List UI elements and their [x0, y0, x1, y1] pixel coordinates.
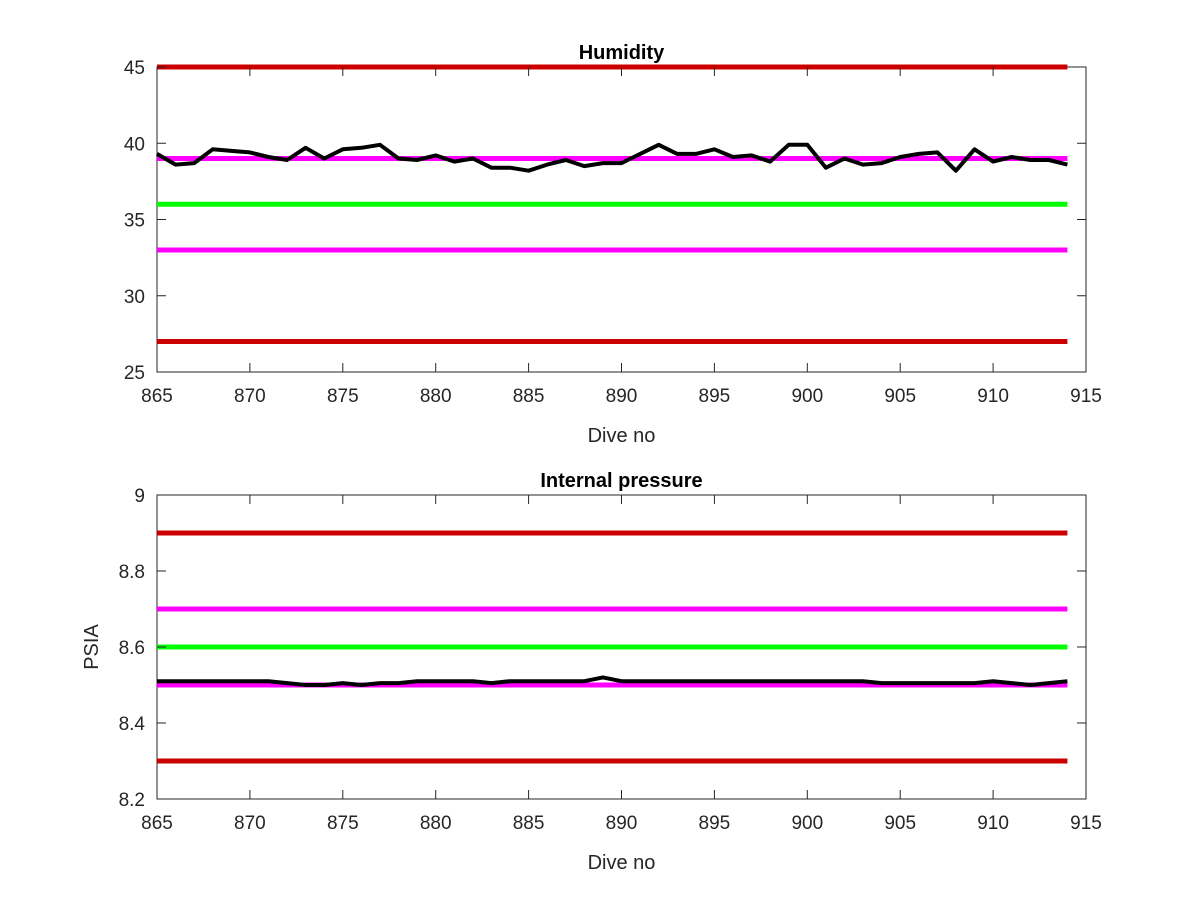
- x-tick-label: 885: [513, 813, 545, 834]
- y-tick-label: 45: [124, 58, 145, 79]
- chart-title: Internal pressure: [540, 470, 702, 492]
- x-tick-label: 895: [699, 813, 731, 834]
- x-tick-label: 865: [141, 813, 173, 834]
- y-tick-label: 25: [124, 363, 145, 384]
- x-tick-label: 905: [884, 813, 916, 834]
- chart-title: Humidity: [579, 42, 665, 64]
- y-tick-label: 8.8: [119, 562, 145, 583]
- x-tick-label: 870: [234, 386, 266, 407]
- chart-panel-1: 865 870 875 880 885 890 895 900 905 910 915 25 30 35 4…: [124, 42, 1102, 447]
- x-tick-label: 895: [699, 386, 731, 407]
- x-tick-label: 900: [791, 813, 823, 834]
- x-tick-label: 900: [791, 386, 823, 407]
- x-tick-label: 890: [606, 813, 638, 834]
- y-tick-label: 40: [124, 134, 145, 155]
- x-axis-label: Dive no: [588, 852, 656, 874]
- x-tick-label: 875: [327, 813, 359, 834]
- x-axis-label: Dive no: [588, 425, 656, 447]
- y-tick-label: 9: [134, 486, 145, 507]
- x-tick-label: 910: [977, 386, 1009, 407]
- x-tick-label: 910: [977, 813, 1009, 834]
- x-tick-label: 875: [327, 386, 359, 407]
- x-tick-label: 865: [141, 386, 173, 407]
- x-tick-label: 890: [606, 386, 638, 407]
- x-tick-label: 870: [234, 813, 266, 834]
- data-series-line: [157, 675, 1068, 687]
- chart-panel-2: 865 870 875 880 885 890 895 900 905 910 915 8.2 8.4 8…: [81, 470, 1102, 874]
- x-tick-label: 880: [420, 813, 452, 834]
- y-tick-label: 30: [124, 287, 145, 308]
- x-tick-label: 915: [1070, 386, 1102, 407]
- y-tick-label: 35: [124, 211, 145, 232]
- y-axis-label: PSIA: [81, 624, 103, 670]
- x-tick-label: 905: [884, 386, 916, 407]
- plot-area: [156, 66, 1087, 373]
- x-tick-label: 880: [420, 386, 452, 407]
- y-tick-label: 8.2: [119, 790, 145, 811]
- y-tick-label: 8.6: [119, 638, 145, 659]
- data-series-line: [156, 142, 1068, 173]
- y-tick-label: 8.4: [119, 714, 146, 735]
- x-tick-label: 915: [1070, 813, 1102, 834]
- x-tick-label: 885: [513, 386, 545, 407]
